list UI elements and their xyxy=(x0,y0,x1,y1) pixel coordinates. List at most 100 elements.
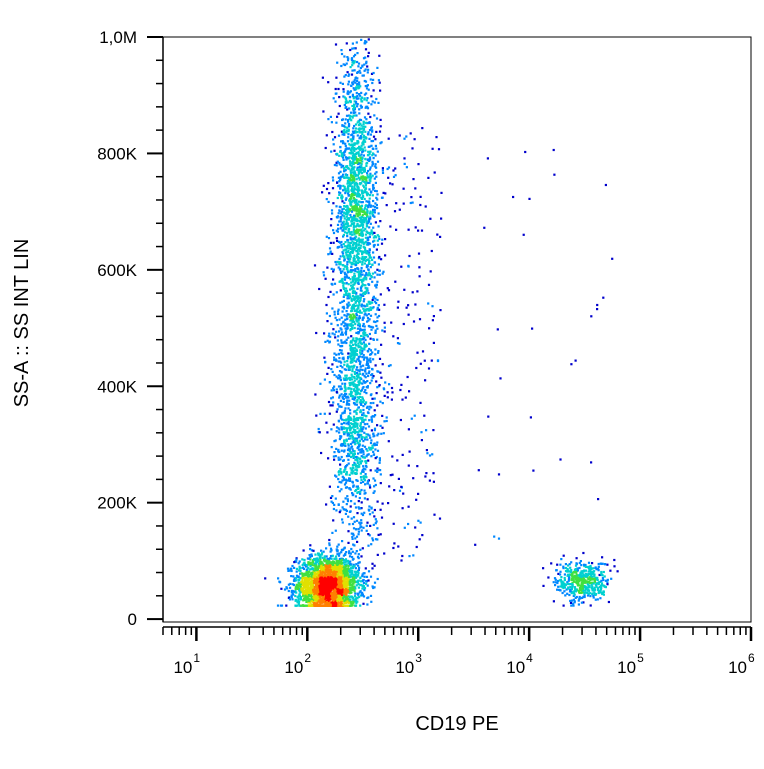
event-dot xyxy=(374,154,377,157)
event-dot xyxy=(360,162,363,165)
event-dot xyxy=(333,557,336,560)
event-dot xyxy=(308,554,311,557)
event-dot xyxy=(359,423,362,426)
event-dot xyxy=(366,194,369,197)
event-dot xyxy=(358,278,361,281)
event-dot xyxy=(377,304,380,307)
event-dot xyxy=(328,569,331,572)
event-dot xyxy=(372,89,375,92)
event-dot xyxy=(342,254,345,258)
event-dot xyxy=(338,470,341,473)
event-dot xyxy=(304,590,308,593)
event-dot xyxy=(332,97,335,100)
event-dot xyxy=(356,261,359,265)
event-dot xyxy=(359,577,362,580)
event-dot xyxy=(337,581,340,584)
event-dot xyxy=(364,567,367,570)
event-dot xyxy=(340,197,343,200)
event-dot xyxy=(334,316,337,319)
event-dot xyxy=(358,316,362,320)
event-dot xyxy=(356,97,359,100)
event-dot xyxy=(362,578,365,582)
event-dot xyxy=(302,590,305,593)
event-dot xyxy=(343,601,346,605)
event-dot xyxy=(351,182,354,185)
event-dot xyxy=(332,600,335,603)
event-dot xyxy=(325,547,328,550)
event-dot xyxy=(337,343,340,346)
event-dot xyxy=(302,591,305,594)
event-dot xyxy=(331,586,335,589)
event-dot xyxy=(354,443,357,446)
event-dot xyxy=(365,287,368,290)
event-dot xyxy=(362,386,365,389)
event-dot xyxy=(350,394,353,398)
event-dot xyxy=(330,557,333,560)
event-dot xyxy=(310,584,313,587)
event-dot xyxy=(304,581,307,584)
event-dot xyxy=(346,187,349,190)
event-dot xyxy=(349,238,352,241)
event-dot xyxy=(367,150,370,153)
event-dot xyxy=(352,259,355,263)
event-dot xyxy=(338,180,341,183)
event-dot xyxy=(333,149,336,152)
event-dot xyxy=(344,205,347,208)
event-dot xyxy=(351,555,354,559)
event-dot xyxy=(367,313,370,316)
event-points xyxy=(264,38,619,607)
event-dot xyxy=(373,427,377,430)
event-dot xyxy=(326,266,329,269)
event-dot xyxy=(350,387,353,391)
event-dot xyxy=(346,92,349,95)
event-dot xyxy=(357,153,360,156)
event-dot xyxy=(351,205,354,208)
event-dot xyxy=(340,601,343,604)
event-dot xyxy=(331,307,334,310)
event-dot xyxy=(332,583,335,587)
event-dot xyxy=(359,339,362,342)
event-dot xyxy=(288,569,291,572)
event-dot xyxy=(349,144,352,147)
event-dot xyxy=(348,587,351,590)
event-dot xyxy=(346,303,349,306)
event-dot xyxy=(338,191,341,194)
event-dot xyxy=(363,431,366,434)
event-dot xyxy=(360,507,363,510)
event-dot xyxy=(319,581,322,584)
event-dot xyxy=(305,568,308,571)
event-dot xyxy=(300,572,303,575)
event-dot xyxy=(379,118,382,121)
event-dot xyxy=(335,161,338,164)
event-dot xyxy=(316,596,319,599)
event-dot xyxy=(352,449,355,453)
event-dot xyxy=(347,458,350,461)
event-dot xyxy=(353,389,356,393)
event-dot xyxy=(350,445,354,448)
event-dot xyxy=(354,343,357,346)
event-dot xyxy=(361,133,364,136)
event-dot xyxy=(359,523,362,526)
event-dot xyxy=(331,404,334,407)
event-dot xyxy=(341,252,345,255)
event-dot xyxy=(315,414,318,417)
event-dot xyxy=(346,182,349,185)
event-dot xyxy=(347,210,350,213)
event-dot xyxy=(295,557,298,560)
event-dot xyxy=(279,604,282,607)
event-dot xyxy=(362,304,365,307)
event-dot xyxy=(286,587,289,590)
event-dot xyxy=(374,284,377,287)
event-dot xyxy=(368,318,371,321)
event-dot xyxy=(358,301,361,304)
event-dot xyxy=(331,596,334,599)
event-dot xyxy=(344,595,347,599)
event-dot xyxy=(340,166,343,169)
event-dot xyxy=(368,248,371,252)
event-dot xyxy=(361,222,364,226)
event-dot xyxy=(349,231,352,234)
event-dot xyxy=(356,105,359,108)
event-dot xyxy=(300,589,303,592)
event-dot xyxy=(330,574,334,577)
event-dot xyxy=(344,198,347,201)
